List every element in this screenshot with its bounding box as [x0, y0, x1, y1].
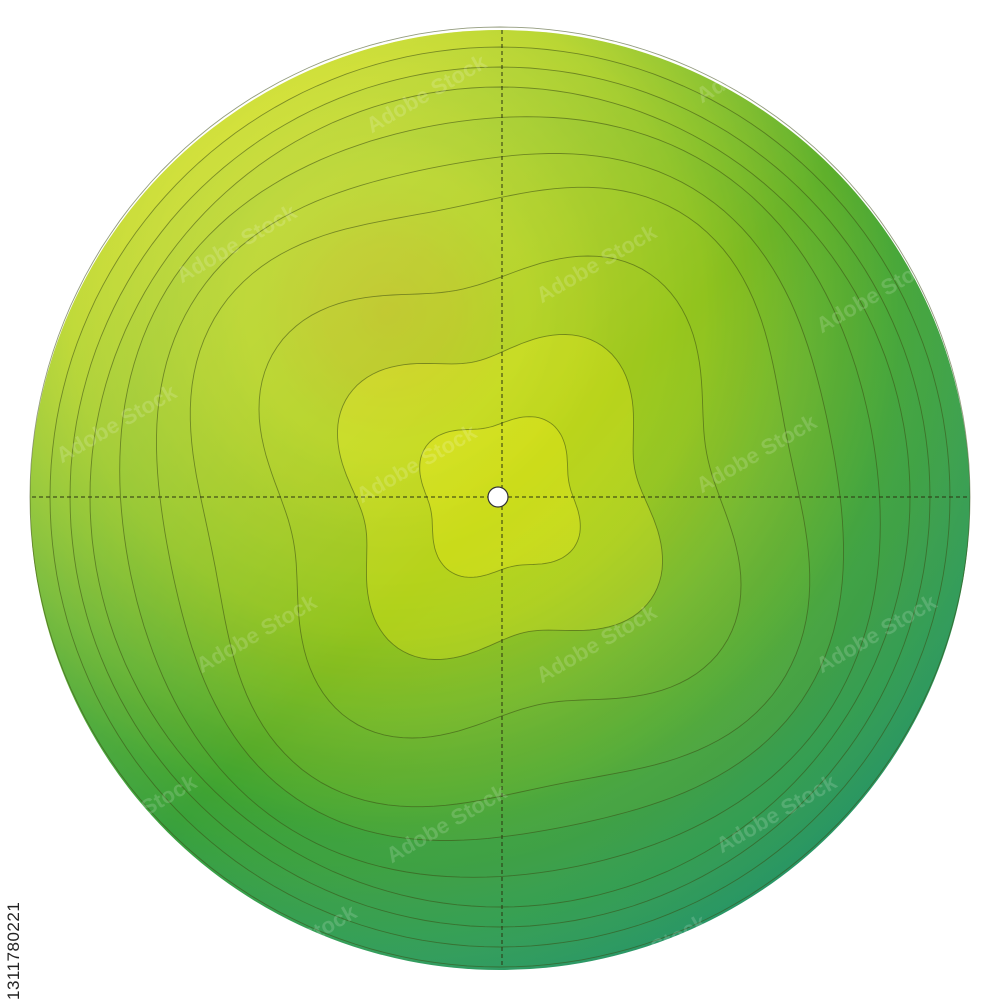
stock-id-label: 1311780221: [4, 901, 23, 1000]
contour-line: [119, 116, 881, 878]
watermark-text: Adobe Stock: [52, 29, 182, 118]
center-marker: [487, 486, 509, 508]
watermark-text: Adobe Stock: [692, 19, 822, 108]
contour-line: [29, 26, 971, 968]
